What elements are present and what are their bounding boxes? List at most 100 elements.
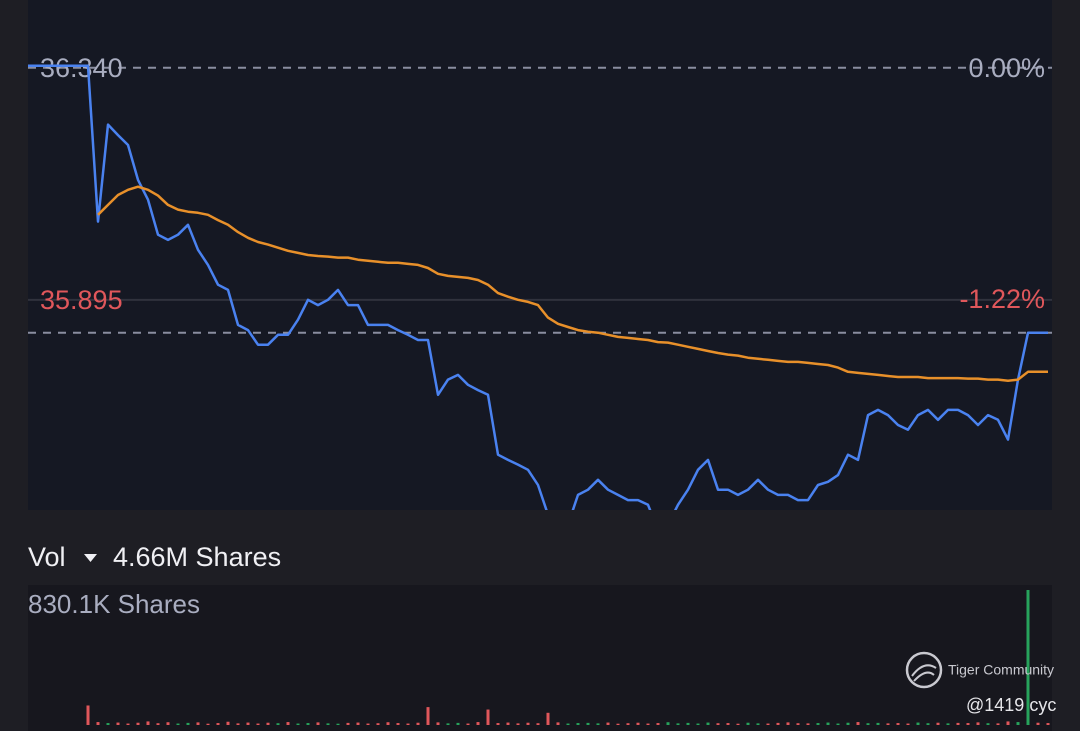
volume-bar xyxy=(366,723,370,725)
volume-bar xyxy=(556,722,560,725)
volume-bar xyxy=(446,723,450,725)
volume-bar xyxy=(736,723,740,725)
y-tick-label: 35.895 xyxy=(40,285,123,315)
volume-bar xyxy=(756,723,760,725)
volume-bar xyxy=(536,723,540,725)
volume-bar xyxy=(746,722,750,725)
volume-bar xyxy=(606,722,610,725)
volume-bar xyxy=(496,723,500,725)
volume-bar xyxy=(466,723,470,725)
volume-bar xyxy=(1026,590,1030,725)
volume-bar xyxy=(666,722,670,725)
volume-bar xyxy=(86,705,90,725)
volume-bar xyxy=(436,722,440,725)
volume-bar xyxy=(266,722,270,725)
volume-bar xyxy=(346,722,350,725)
volume-bar xyxy=(806,723,810,725)
volume-bar xyxy=(726,723,730,725)
volume-bar xyxy=(516,723,520,725)
volume-bar xyxy=(566,723,570,725)
volume-bar xyxy=(546,712,550,725)
volume-bar xyxy=(456,722,460,725)
volume-bar xyxy=(586,722,590,725)
total-volume: 4.66M Shares xyxy=(113,542,281,572)
volume-bar xyxy=(786,722,790,725)
volume-bar xyxy=(906,723,910,725)
volume-bar xyxy=(396,723,400,725)
volume-bar xyxy=(946,723,950,725)
volume-bar xyxy=(226,721,230,725)
volume-bar xyxy=(656,723,660,725)
y-tick-label: 830.1K Shares xyxy=(28,589,200,619)
price-chart: 36.340 35.895 0.00% -1.22% xyxy=(28,53,1052,510)
volume-bar xyxy=(96,722,100,725)
volume-bar xyxy=(356,722,360,725)
volume-bar xyxy=(216,723,220,725)
volume-bar xyxy=(936,722,940,725)
indicator-name[interactable]: Vol xyxy=(28,542,66,572)
volume-bar xyxy=(646,723,650,725)
volume-bar xyxy=(296,723,300,725)
y-tick-label: 36.340 xyxy=(40,53,123,83)
dropdown-arrow[interactable] xyxy=(84,554,97,562)
volume-bar xyxy=(886,723,890,725)
volume-bar xyxy=(506,722,510,725)
volume-bar xyxy=(316,722,320,725)
y2-tick-label: 0.00% xyxy=(968,53,1045,83)
volume-bar xyxy=(816,723,820,725)
logo xyxy=(905,651,943,689)
volume-bar xyxy=(386,722,390,725)
y2-tick-label: -1.22% xyxy=(959,284,1045,314)
volume-bar xyxy=(326,723,330,725)
volume-bar xyxy=(876,722,880,725)
volume-bar xyxy=(956,722,960,725)
volume-bar xyxy=(776,722,780,725)
volume-bar xyxy=(136,722,140,725)
volume-bar xyxy=(426,707,430,725)
volume-bar xyxy=(976,722,980,725)
user-tag: @1419 cyc xyxy=(966,695,1056,715)
volume-bar xyxy=(196,722,200,725)
volume-bar xyxy=(766,723,770,725)
volume-bar xyxy=(716,723,720,725)
series-line xyxy=(28,64,1048,510)
volume-bar xyxy=(246,722,250,725)
volume-bar xyxy=(166,722,170,725)
volume-bar xyxy=(176,723,180,725)
volume-bar xyxy=(256,723,260,725)
volume-bar xyxy=(796,723,800,725)
volume-bar xyxy=(416,722,420,725)
volume-bar xyxy=(156,723,160,725)
volume-bar xyxy=(636,722,640,725)
volume-bar xyxy=(696,723,700,725)
volume-bar xyxy=(476,722,480,725)
volume-bar xyxy=(206,723,210,725)
volume-bar xyxy=(966,723,970,725)
volume-bar xyxy=(826,722,830,725)
brand: Tiger Community xyxy=(948,662,1054,678)
volume-bar xyxy=(406,723,410,725)
volume-bar xyxy=(866,723,870,725)
plot-clip xyxy=(28,64,1048,510)
volume-bar xyxy=(1006,721,1010,725)
volume-bar xyxy=(1016,722,1020,725)
volume-bar xyxy=(896,723,900,725)
volume-bar xyxy=(306,723,310,725)
volume-bar xyxy=(616,723,620,725)
volume-bar xyxy=(986,723,990,725)
volume-bar xyxy=(486,709,490,725)
volume-bar xyxy=(1046,723,1050,725)
volume-bar xyxy=(146,721,150,725)
volume-bar xyxy=(706,722,710,725)
volume-bar xyxy=(376,723,380,725)
volume-bar xyxy=(926,723,930,725)
volume-bar xyxy=(626,723,630,725)
volume-bar xyxy=(916,722,920,725)
volume-bar xyxy=(276,723,280,725)
volume-bar xyxy=(686,722,690,725)
watermark: Tiger Community @1419 cyc xyxy=(905,651,1056,715)
price-plot-area xyxy=(28,0,1052,510)
volume-bar xyxy=(526,722,530,725)
